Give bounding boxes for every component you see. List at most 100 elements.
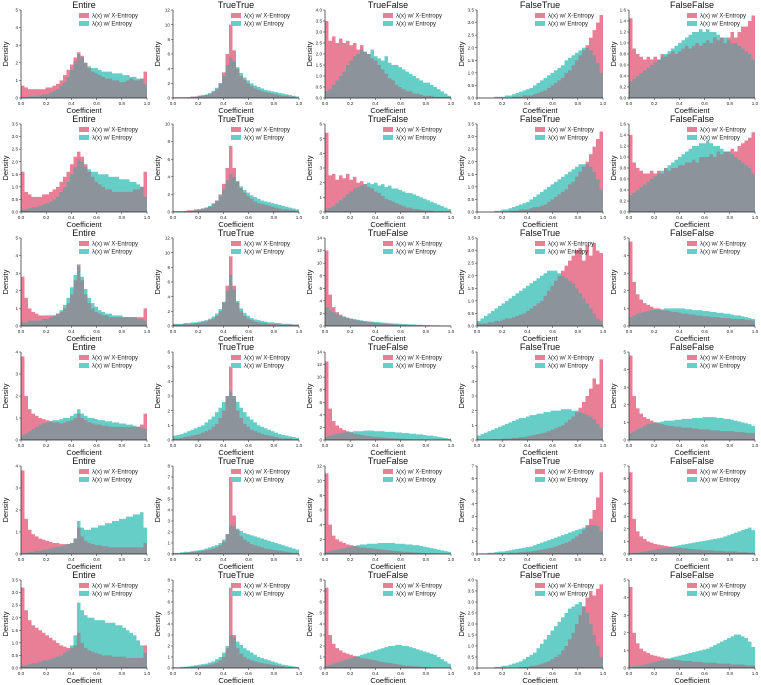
bar-xentropy xyxy=(335,539,339,554)
bar-overlap xyxy=(370,322,374,326)
bar-overlap xyxy=(143,429,147,440)
bar-overlap xyxy=(430,553,434,554)
bar-overlap xyxy=(208,320,212,326)
bar-overlap xyxy=(561,650,565,668)
bar-overlap xyxy=(688,162,692,212)
bar-xentropy xyxy=(653,655,657,668)
bar-overlap xyxy=(136,80,140,98)
y-tick-label: 12 xyxy=(317,248,323,253)
bar-entropy xyxy=(709,646,713,668)
bar-overlap xyxy=(440,211,444,212)
x-tick-label: 0.8 xyxy=(727,215,734,220)
bar-entropy xyxy=(433,548,437,554)
bar-entropy xyxy=(391,543,395,554)
bar-overlap xyxy=(94,311,98,326)
x-tick-label: 0.6 xyxy=(93,671,100,676)
y-tick-label: 0.5 xyxy=(468,655,475,660)
bar-overlap xyxy=(699,661,703,668)
bar-overlap xyxy=(744,165,748,212)
y-tick-label: 5 xyxy=(471,489,474,494)
y-tick-label: 0.0 xyxy=(620,210,627,215)
bar-xentropy xyxy=(45,635,49,668)
bar-overlap xyxy=(643,311,647,326)
bar-entropy xyxy=(484,432,488,440)
bar-overlap xyxy=(646,311,650,326)
y-tick-label: 2.0 xyxy=(468,622,475,627)
y-axis-label: Density xyxy=(153,383,162,408)
bar-overlap xyxy=(292,324,296,326)
bar-overlap xyxy=(585,526,589,554)
bar-overlap xyxy=(716,663,720,668)
bar-entropy xyxy=(512,549,516,554)
x-tick-label: 0.2 xyxy=(499,329,506,334)
bar-overlap xyxy=(741,552,745,554)
bar-overlap xyxy=(639,73,643,98)
bar-overlap xyxy=(744,552,748,554)
bar-overlap xyxy=(585,164,589,212)
y-tick-label: 5 xyxy=(167,611,170,616)
x-tick-label: 0.0 xyxy=(626,557,633,562)
legend-swatch-xentropy xyxy=(383,469,393,474)
bar-overlap xyxy=(218,83,222,98)
bar-overlap xyxy=(339,200,343,212)
bar-overlap xyxy=(346,659,350,668)
y-tick-label: 3 xyxy=(15,372,18,377)
bar-xentropy xyxy=(636,531,640,554)
bar-overlap xyxy=(250,544,254,554)
bar-overlap xyxy=(564,189,568,212)
bar-entropy xyxy=(734,420,738,440)
bar-overlap xyxy=(91,544,95,554)
y-tick-label: 1.5 xyxy=(12,628,19,633)
bar-entropy xyxy=(101,525,105,554)
bar-entropy xyxy=(374,543,378,554)
bar-overlap xyxy=(239,188,243,212)
x-tick-label: 0.0 xyxy=(474,557,481,562)
y-tick-label: 0 xyxy=(623,666,626,671)
bar-entropy xyxy=(498,210,502,212)
bar-entropy xyxy=(522,90,526,98)
bar-entropy xyxy=(734,634,738,668)
bar-overlap xyxy=(295,324,299,326)
bar-entropy xyxy=(444,207,448,212)
bar-overlap xyxy=(222,189,226,212)
x-tick-label: 0.6 xyxy=(397,329,404,334)
bar-xentropy xyxy=(28,409,32,440)
y-tick-label: 5 xyxy=(623,350,626,355)
bar-overlap xyxy=(24,433,28,440)
bar-entropy xyxy=(416,545,420,554)
bar-overlap xyxy=(119,317,123,326)
subplot-title: TrueTrue xyxy=(218,228,254,238)
y-tick-label: 4 xyxy=(319,151,322,156)
x-tick-label: 0.6 xyxy=(549,215,556,220)
bar-overlap xyxy=(218,545,222,554)
bar-overlap xyxy=(374,660,378,668)
bar-overlap xyxy=(180,324,184,326)
bar-overlap xyxy=(685,162,689,212)
bar-overlap xyxy=(112,426,116,440)
bar-entropy xyxy=(737,531,741,554)
x-tick-label: 1.0 xyxy=(752,215,759,220)
bar-overlap xyxy=(77,266,81,326)
bar-overlap xyxy=(349,546,353,554)
bar-overlap xyxy=(52,547,56,554)
x-tick-label: 1.0 xyxy=(144,101,151,106)
bar-overlap xyxy=(267,549,271,554)
bar-entropy xyxy=(533,415,537,440)
bar-overlap xyxy=(568,184,572,212)
bar-overlap xyxy=(377,192,381,212)
bar-entropy xyxy=(409,73,413,98)
bar-overlap xyxy=(589,308,593,326)
bar-overlap xyxy=(222,410,226,440)
legend-label-xentropy: λ(x) w/ X-Entropy xyxy=(396,128,442,134)
bar-overlap xyxy=(578,171,582,212)
bar-overlap xyxy=(24,552,28,554)
bar-entropy xyxy=(381,648,385,668)
bar-overlap xyxy=(274,207,278,212)
legend-swatch-xentropy xyxy=(535,469,545,474)
bar-entropy xyxy=(112,622,116,668)
bar-overlap xyxy=(585,47,589,98)
